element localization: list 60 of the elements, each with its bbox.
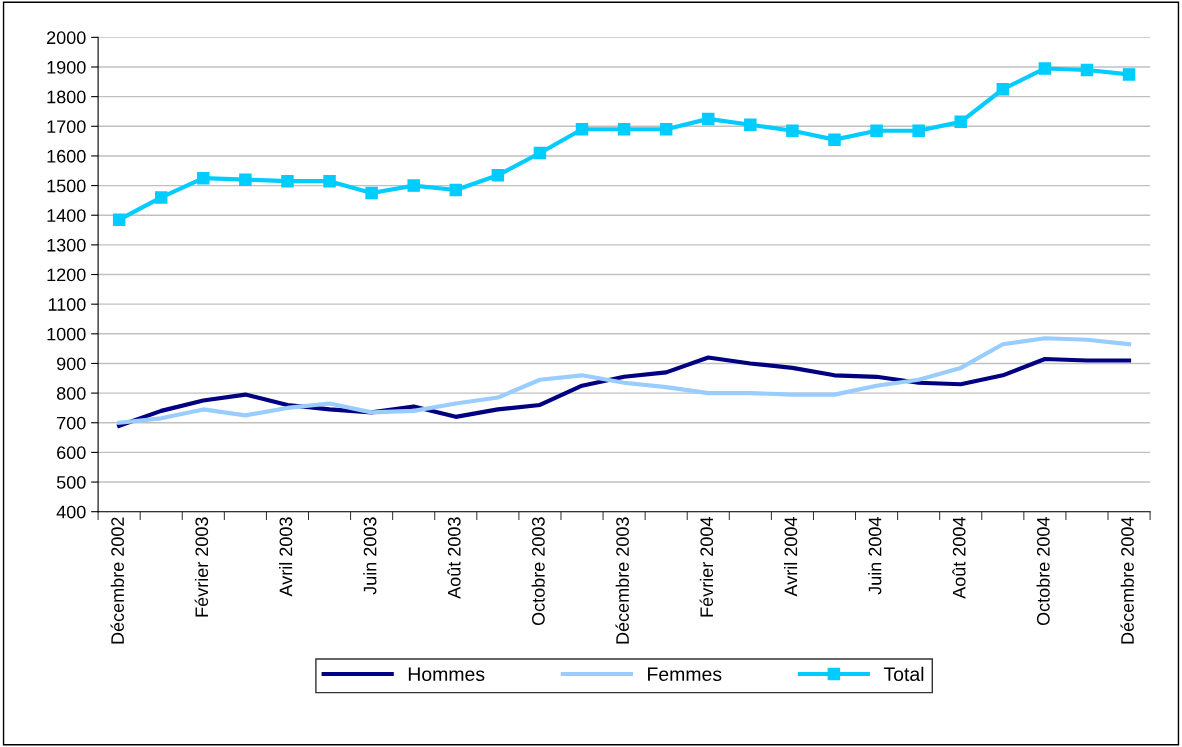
point (154, 191, 168, 204)
x-tick-label: Décembre 2004 (1120, 517, 1134, 644)
point (617, 123, 631, 136)
y-tick-label: 1700 (47, 120, 86, 134)
legend-label: Hommes (408, 667, 485, 682)
x-tick-label: Avril 2004 (784, 517, 798, 597)
point (996, 82, 1010, 96)
x-tick-label: Décembre 2003 (615, 517, 629, 644)
y-tick-label: 1200 (47, 268, 86, 282)
point (1122, 68, 1136, 81)
point (449, 183, 463, 197)
y-tick-label: 1100 (48, 298, 86, 311)
point (1080, 63, 1094, 77)
point (702, 112, 715, 126)
point (323, 174, 336, 188)
point (828, 133, 841, 146)
point (659, 123, 673, 136)
x-tick-label: Décembre 2002 (110, 517, 124, 644)
point (407, 179, 420, 192)
y-tick-label: 2000 (47, 31, 86, 45)
y-tick-label: 900 (57, 357, 86, 371)
point (365, 186, 378, 200)
point (112, 213, 126, 226)
y-tick-label: 1800 (47, 90, 86, 104)
line-series (117, 336, 1132, 425)
point (786, 124, 799, 137)
point (744, 118, 757, 132)
x-tick-label: Février 2003 (194, 517, 209, 617)
point (281, 174, 294, 188)
x-tick-label: Août 2004 (952, 517, 966, 599)
x-tick-label: Juin 2004 (868, 517, 882, 595)
x-tick-label: Octobre 2003 (531, 517, 545, 626)
point (491, 168, 505, 182)
point (533, 146, 547, 160)
x-tick-label: Avril 2003 (279, 517, 293, 597)
y-tick-label: 400 (56, 505, 86, 519)
y-tick-label: 1400 (47, 209, 86, 222)
point (870, 124, 883, 137)
x-tick-label: Juin 2003 (363, 517, 377, 595)
y-tick-label: 1000 (47, 327, 86, 341)
y-tick-label: 1300 (47, 238, 86, 252)
y-tick-label: 600 (57, 446, 86, 460)
y-tick-label: 500 (56, 475, 86, 489)
x-tick-label: Octobre 2004 (1036, 517, 1050, 626)
x-tick-label: Février 2004 (699, 517, 714, 617)
line-series (117, 355, 1132, 428)
x-tick-label: Août 2003 (447, 517, 461, 599)
point (197, 171, 210, 185)
point (239, 173, 252, 186)
legend-label: Femmes (648, 667, 722, 682)
point (575, 123, 589, 136)
point (912, 124, 925, 137)
y-tick-label: 1500 (47, 179, 86, 193)
point (954, 115, 967, 129)
y-tick-label: 700 (57, 416, 86, 430)
y-tick-label: 1600 (47, 149, 86, 163)
legend-label: Total (883, 666, 924, 682)
y-tick-label: 800 (56, 387, 86, 400)
point (1038, 62, 1052, 75)
y-tick-label: 1900 (47, 60, 86, 74)
